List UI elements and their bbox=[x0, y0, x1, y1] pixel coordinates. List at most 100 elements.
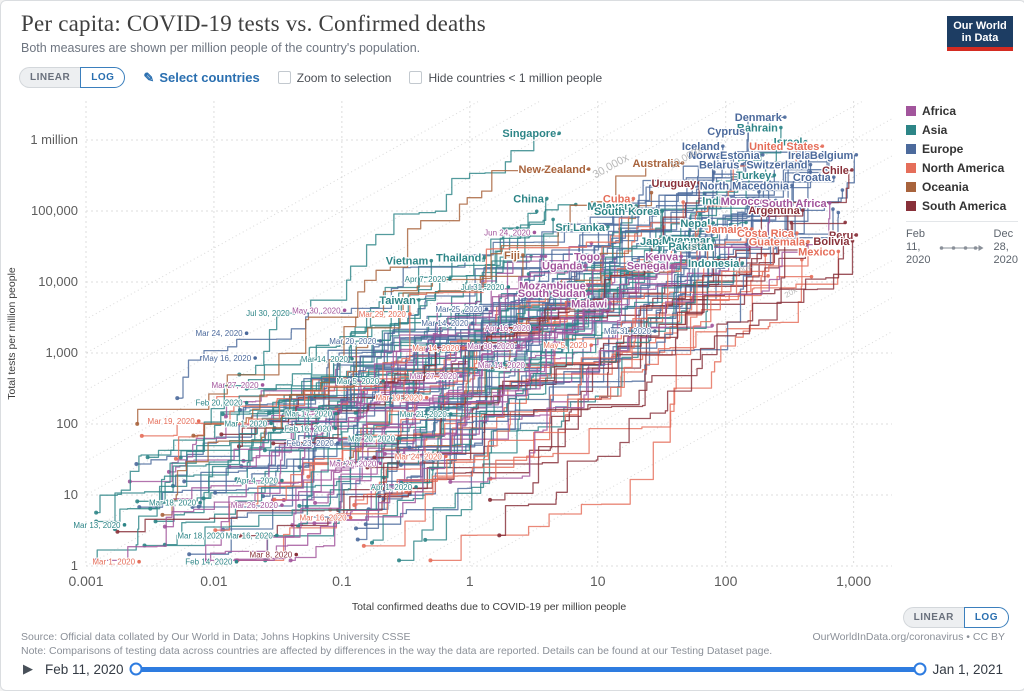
legend-item-south-america[interactable]: South America bbox=[906, 199, 1018, 213]
svg-text:Malawi: Malawi bbox=[571, 298, 607, 310]
svg-text:Jul 31, 2020: Jul 31, 2020 bbox=[461, 283, 505, 292]
svg-text:Chile: Chile bbox=[822, 165, 849, 177]
linear-button[interactable]: LINEAR bbox=[902, 607, 964, 628]
svg-text:Ireland: Ireland bbox=[788, 150, 824, 162]
svg-text:Jul 30, 2020: Jul 30, 2020 bbox=[246, 309, 290, 318]
owid-logo[interactable]: Our World in Data bbox=[947, 16, 1013, 51]
europe-swatch bbox=[906, 144, 916, 154]
svg-text:Taiwan: Taiwan bbox=[379, 295, 416, 307]
svg-text:Costa Rica: Costa Rica bbox=[737, 228, 795, 240]
svg-text:Sri Lanka: Sri Lanka bbox=[555, 222, 605, 234]
zoom-to-selection-label: Zoom to selection bbox=[296, 70, 392, 85]
svg-text:Mar 16, 2020: Mar 16, 2020 bbox=[299, 514, 347, 523]
svg-text:Mar 24, 2020: Mar 24, 2020 bbox=[395, 452, 443, 461]
select-countries-button[interactable]: ✎ Select countries bbox=[143, 70, 259, 86]
range-end-date: Dec 28, 2020 bbox=[993, 228, 1018, 266]
timeline-handle-end[interactable] bbox=[913, 662, 927, 676]
page-subtitle: Both measures are shown per million peop… bbox=[21, 41, 421, 55]
date-range-arrow-icon bbox=[940, 244, 984, 251]
svg-text:Senegal: Senegal bbox=[627, 261, 669, 273]
svg-text:Kenya: Kenya bbox=[645, 251, 679, 263]
hide-small-countries-checkbox[interactable]: Hide countries < 1 million people bbox=[409, 71, 602, 85]
continent-legend: Africa Asia Europe North America Oceania… bbox=[906, 104, 1018, 267]
svg-text:Jun 24, 2020: Jun 24, 2020 bbox=[484, 228, 531, 237]
svg-text:100,000: 100,000 bbox=[31, 203, 78, 218]
svg-text:30,000x: 30,000x bbox=[591, 151, 631, 181]
svg-text:Apr 4, 2020: Apr 4, 2020 bbox=[237, 477, 279, 486]
svg-text:North Macedonia: North Macedonia bbox=[700, 180, 790, 192]
page-title[interactable]: Per capita: COVID-19 tests vs. Confirmed… bbox=[21, 11, 486, 36]
svg-text:0.01: 0.01 bbox=[200, 573, 227, 589]
timeline-slider[interactable] bbox=[129, 662, 927, 676]
svg-text:Mar 18, 2020: Mar 18, 2020 bbox=[177, 531, 225, 540]
credit-link[interactable]: OurWorldInData.org/coronavirus • CC BY bbox=[812, 631, 1005, 643]
svg-text:Mar 17, 2020: Mar 17, 2020 bbox=[285, 410, 333, 419]
svg-text:Mar 24, 2020: Mar 24, 2020 bbox=[195, 329, 243, 338]
svg-text:Apr 1, 2020: Apr 1, 2020 bbox=[371, 483, 413, 492]
hide-small-countries-label: Hide countries < 1 million people bbox=[428, 70, 603, 85]
linear-button[interactable]: LINEAR bbox=[19, 67, 81, 88]
checkbox-icon[interactable] bbox=[409, 71, 423, 84]
svg-text:Belgium: Belgium bbox=[810, 150, 854, 162]
svg-text:Croatia: Croatia bbox=[793, 172, 832, 184]
svg-text:Malaysia: Malaysia bbox=[587, 201, 634, 213]
log-button[interactable]: LOG bbox=[963, 607, 1009, 628]
legend-item-europe[interactable]: Europe bbox=[906, 142, 1018, 156]
svg-text:Iceland: Iceland bbox=[682, 141, 720, 153]
svg-text:Mar 14, 2020: Mar 14, 2020 bbox=[421, 319, 469, 328]
svg-text:Mar 30, 2020: Mar 30, 2020 bbox=[467, 342, 515, 351]
svg-text:1: 1 bbox=[71, 558, 78, 573]
svg-text:China: China bbox=[513, 194, 544, 206]
svg-text:Apr 7, 2020: Apr 7, 2020 bbox=[405, 275, 447, 284]
svg-text:Total tests per million people: Total tests per million people bbox=[6, 267, 18, 400]
svg-text:Mar 14, 2020: Mar 14, 2020 bbox=[478, 361, 526, 370]
svg-text:Mar 16, 2020: Mar 16, 2020 bbox=[226, 531, 274, 540]
svg-text:Thailand: Thailand bbox=[436, 253, 481, 265]
timeline-handle-start[interactable] bbox=[129, 662, 143, 676]
checkbox-icon[interactable] bbox=[277, 71, 291, 84]
svg-text:Bolivia: Bolivia bbox=[813, 236, 850, 248]
svg-text:Total confirmed deaths due to: Total confirmed deaths due to COVID-19 p… bbox=[352, 601, 626, 613]
svg-text:United States: United States bbox=[749, 141, 819, 153]
svg-text:Mar 21, 2020: Mar 21, 2020 bbox=[400, 410, 448, 419]
svg-text:Singapore: Singapore bbox=[502, 128, 556, 140]
svg-text:Mar 27, 2020: Mar 27, 2020 bbox=[329, 459, 377, 468]
svg-text:10,000: 10,000 bbox=[38, 274, 78, 289]
svg-text:Australia: Australia bbox=[632, 158, 680, 170]
svg-text:Indonesia: Indonesia bbox=[688, 258, 740, 270]
legend-label: South America bbox=[922, 199, 1007, 213]
svg-text:100: 100 bbox=[714, 573, 738, 589]
legend-item-oceania[interactable]: Oceania bbox=[906, 180, 1018, 194]
pencil-icon: ✎ bbox=[143, 69, 155, 85]
zoom-to-selection-checkbox[interactable]: Zoom to selection bbox=[277, 70, 392, 85]
legend-divider bbox=[906, 221, 1018, 222]
logo-red-bar bbox=[947, 47, 1013, 51]
svg-text:Mar 1, 2020: Mar 1, 2020 bbox=[92, 558, 135, 567]
svg-text:Mexico: Mexico bbox=[798, 246, 836, 258]
south-america-swatch bbox=[906, 201, 916, 211]
legend-item-africa[interactable]: Africa bbox=[906, 104, 1018, 118]
play-icon[interactable]: ▶ bbox=[23, 661, 33, 676]
source-text: Source: Official data collated by Our Wo… bbox=[21, 631, 411, 643]
timeline-start-date: Feb 11, 2020 bbox=[45, 661, 124, 677]
svg-text:Feb 14, 2020: Feb 14, 2020 bbox=[185, 558, 233, 567]
legend-item-north-america[interactable]: North America bbox=[906, 161, 1018, 175]
svg-text:Togo: Togo bbox=[574, 251, 600, 263]
africa-swatch bbox=[906, 106, 916, 116]
scale-toggle-top[interactable]: LINEAR LOG bbox=[19, 67, 126, 88]
logo-line1: Our World bbox=[953, 20, 1007, 32]
svg-text:Mar 8, 2020: Mar 8, 2020 bbox=[250, 551, 293, 560]
svg-text:May 5, 2020: May 5, 2020 bbox=[543, 341, 588, 350]
svg-text:Mar 13, 2020: Mar 13, 2020 bbox=[73, 521, 121, 530]
svg-text:Mar 19, 2020: Mar 19, 2020 bbox=[376, 394, 424, 403]
svg-text:South Sudan: South Sudan bbox=[518, 288, 586, 300]
svg-text:Pakistan: Pakistan bbox=[668, 241, 714, 253]
chart-canvas[interactable]: Jul 30, 2020 May 30, 2020 Mar 24, 2020 May … bbox=[1, 93, 901, 621]
oceania-swatch bbox=[906, 182, 916, 192]
scale-toggle-bottom[interactable]: LINEAR LOG bbox=[902, 607, 1009, 628]
svg-text:Apr 16, 2020: Apr 16, 2020 bbox=[485, 324, 531, 333]
svg-text:10: 10 bbox=[590, 573, 606, 589]
log-button[interactable]: LOG bbox=[80, 67, 126, 88]
legend-item-asia[interactable]: Asia bbox=[906, 123, 1018, 137]
